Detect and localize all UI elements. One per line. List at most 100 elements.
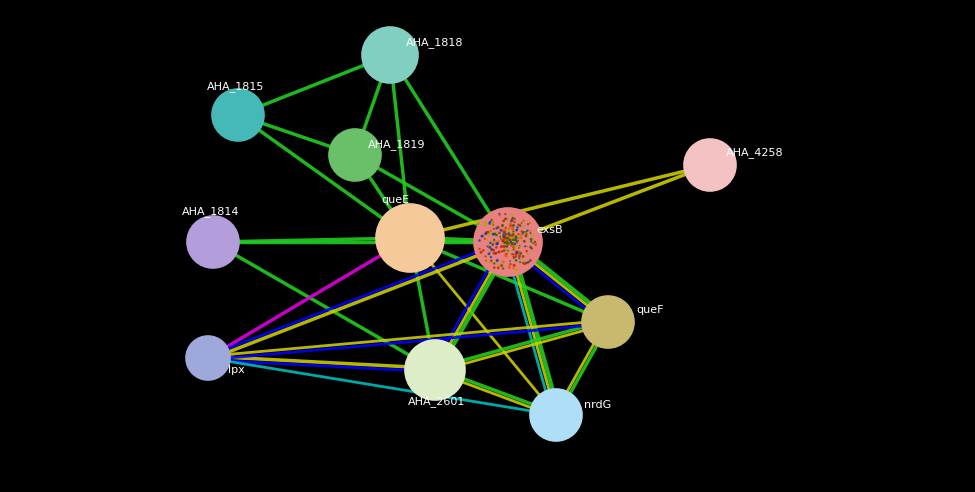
Point — [516, 228, 531, 236]
Point — [498, 234, 514, 242]
Point — [503, 240, 519, 247]
Point — [509, 239, 525, 246]
Point — [505, 230, 521, 238]
Point — [496, 238, 512, 246]
Point — [513, 249, 528, 257]
Point — [506, 243, 522, 250]
Point — [493, 243, 509, 251]
Point — [502, 230, 518, 238]
Point — [506, 254, 522, 262]
Point — [508, 235, 524, 243]
Point — [497, 244, 513, 252]
Point — [515, 256, 530, 264]
Point — [496, 226, 512, 234]
Point — [497, 239, 513, 247]
Point — [499, 243, 515, 251]
Point — [474, 232, 489, 240]
Point — [496, 243, 512, 250]
Point — [497, 237, 513, 245]
Point — [478, 257, 493, 265]
Point — [483, 253, 498, 261]
Point — [506, 234, 522, 242]
Point — [497, 238, 513, 246]
Point — [483, 218, 498, 226]
Point — [499, 237, 515, 245]
Point — [488, 249, 504, 257]
Point — [499, 238, 515, 246]
Point — [503, 221, 519, 229]
Circle shape — [474, 208, 542, 276]
Point — [524, 235, 539, 243]
Point — [504, 232, 520, 240]
Point — [487, 259, 502, 267]
Point — [506, 221, 522, 229]
Circle shape — [376, 204, 444, 272]
Point — [501, 230, 517, 238]
Point — [509, 266, 525, 274]
Point — [500, 239, 516, 247]
Point — [477, 221, 492, 229]
Point — [503, 235, 519, 243]
Point — [520, 250, 535, 258]
Point — [505, 224, 521, 232]
Point — [477, 235, 492, 243]
Point — [506, 227, 522, 235]
Point — [503, 239, 519, 247]
Point — [518, 243, 533, 250]
Circle shape — [684, 139, 736, 191]
Point — [497, 235, 513, 243]
Point — [486, 218, 501, 226]
Text: AHA_1819: AHA_1819 — [369, 140, 426, 151]
Point — [505, 228, 521, 236]
Point — [501, 224, 517, 232]
Point — [502, 257, 518, 265]
Point — [519, 247, 534, 255]
Point — [498, 236, 514, 244]
Point — [501, 234, 517, 242]
Point — [505, 217, 521, 225]
Point — [506, 264, 522, 272]
Point — [516, 259, 531, 267]
Point — [521, 220, 536, 228]
Point — [480, 236, 495, 244]
Point — [516, 237, 531, 245]
Point — [504, 240, 520, 248]
Point — [514, 234, 529, 242]
Point — [511, 234, 526, 242]
Point — [504, 231, 520, 239]
Point — [508, 233, 524, 241]
Point — [520, 227, 535, 235]
Point — [519, 230, 534, 238]
Text: AHA_4258: AHA_4258 — [726, 148, 784, 158]
Point — [506, 231, 522, 239]
Point — [519, 230, 534, 238]
Point — [527, 241, 543, 248]
Point — [500, 227, 516, 235]
Text: AHA_2601: AHA_2601 — [409, 397, 466, 407]
Point — [509, 248, 525, 256]
Text: lpx: lpx — [227, 365, 245, 375]
Point — [484, 257, 499, 265]
Point — [528, 240, 544, 248]
Point — [495, 228, 511, 236]
Point — [500, 238, 516, 246]
Point — [498, 215, 514, 223]
Point — [511, 258, 526, 266]
Point — [501, 248, 517, 256]
Point — [491, 210, 507, 218]
Point — [498, 216, 514, 224]
Point — [499, 236, 515, 244]
Point — [509, 226, 525, 234]
Point — [506, 244, 522, 252]
Point — [495, 237, 511, 245]
Point — [498, 242, 514, 249]
Point — [518, 232, 533, 240]
Point — [496, 246, 512, 254]
Point — [497, 210, 513, 218]
Point — [506, 243, 522, 251]
Point — [506, 253, 522, 261]
Point — [478, 230, 493, 238]
Point — [512, 252, 527, 260]
Point — [495, 239, 511, 246]
Point — [472, 245, 488, 253]
